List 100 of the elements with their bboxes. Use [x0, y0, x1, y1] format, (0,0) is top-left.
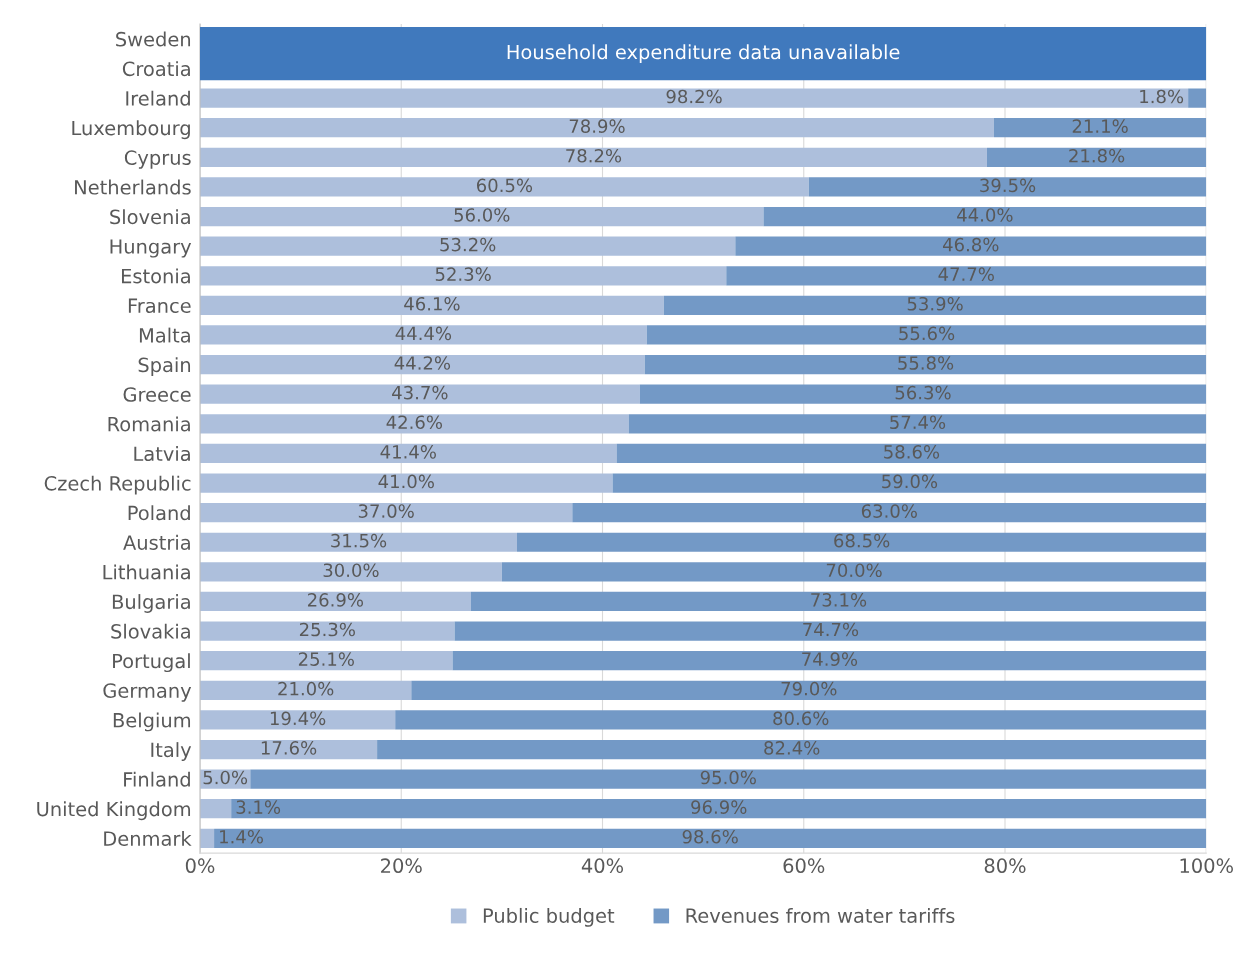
y-tick-label: Greece — [123, 387, 191, 402]
data-label: 95.0% — [700, 770, 756, 785]
bar — [200, 443, 617, 464]
y-tick-label: Cyprus — [124, 150, 191, 169]
y-tick-label: Poland — [128, 505, 190, 521]
data-label: 78.2% — [566, 148, 622, 163]
bar — [501, 562, 1207, 582]
data-label: 60.5% — [476, 178, 533, 193]
bar — [200, 266, 727, 286]
data-label: 53.2% — [440, 237, 496, 252]
bar — [735, 236, 1207, 256]
data-label: 44.4% — [395, 326, 452, 341]
x-tick-label: 0% — [185, 858, 215, 874]
bar — [200, 651, 453, 671]
data-label: 42.6% — [386, 415, 443, 430]
data-label: 98.6% — [682, 829, 738, 844]
bar — [663, 295, 1207, 315]
data-label: 21.8% — [1069, 148, 1125, 163]
x-tick-label: 40% — [581, 858, 624, 874]
bar — [200, 591, 471, 612]
bar — [470, 591, 1207, 612]
bar — [200, 799, 232, 819]
bar — [763, 206, 1207, 227]
bar — [200, 206, 764, 227]
data-label: 25.1% — [298, 652, 354, 666]
bar — [628, 414, 1207, 434]
bar — [200, 354, 645, 375]
bar — [200, 236, 736, 256]
data-label: 1.4% — [220, 829, 263, 844]
bar — [200, 88, 1189, 108]
data-label: 30.0% — [323, 563, 379, 578]
bar — [377, 739, 1207, 760]
data-label: 56.0% — [454, 208, 510, 222]
data-label: 46.1% — [404, 296, 460, 311]
bar — [200, 710, 396, 730]
bar — [200, 828, 215, 848]
data-label: 44.2% — [394, 356, 451, 370]
data-label: 43.7% — [392, 385, 448, 400]
y-tick-label: Romania — [108, 416, 190, 432]
bar — [200, 177, 809, 197]
data-label: 70.0% — [826, 563, 882, 578]
data-label: 21.0% — [278, 681, 334, 696]
data-label: 25.3% — [299, 622, 355, 637]
bar — [726, 266, 1207, 286]
bar — [200, 147, 987, 167]
data-label: 82.4% — [764, 741, 820, 755]
y-tick-label: Luxembourg — [72, 120, 190, 140]
y-tick-label: Austria — [123, 534, 190, 550]
bar — [454, 621, 1207, 641]
y-tick-label: Bulgaria — [112, 594, 190, 613]
y-tick-label: Lithuania — [103, 564, 190, 580]
bar — [1188, 88, 1207, 108]
data-label: 74.9% — [802, 652, 858, 666]
y-tick-label: France — [128, 298, 191, 314]
y-tick-label: Hungary — [110, 239, 192, 258]
y-tick-label: Belgium — [113, 712, 191, 732]
bar — [200, 414, 629, 434]
y-tick-label: Spain — [138, 357, 191, 377]
y-tick-label: Portugal — [113, 653, 190, 673]
data-label: 37.0% — [358, 504, 414, 518]
data-label: 39.5% — [980, 178, 1036, 193]
y-tick-label: Latvia — [134, 446, 190, 462]
legend-label: Revenues from water tariffs — [686, 907, 955, 923]
data-label: 52.3% — [435, 267, 491, 282]
y-tick-label: Slovakia — [111, 623, 190, 639]
bar — [646, 325, 1207, 345]
bar — [231, 799, 1207, 819]
y-tick-label: Denmark — [104, 830, 192, 846]
y-tick-label: Germany — [103, 683, 192, 702]
data-label: 56.3% — [895, 385, 951, 400]
data-label: 80.6% — [773, 711, 829, 726]
y-tick-label: Netherlands — [75, 179, 191, 195]
data-label: 98.2% — [666, 89, 722, 104]
data-label: 19.4% — [270, 711, 326, 726]
data-label: 57.4% — [890, 415, 946, 430]
bar — [572, 503, 1207, 523]
bar — [200, 739, 378, 760]
bar — [250, 769, 1207, 789]
data-label: 53.9% — [907, 296, 963, 311]
data-label: 58.6% — [884, 445, 940, 459]
data-label: 55.6% — [899, 326, 955, 341]
y-tick-label: United Kingdom — [37, 801, 191, 821]
data-label: 73.1% — [811, 593, 867, 607]
bar — [452, 651, 1207, 671]
data-label: 96.9% — [691, 800, 747, 814]
y-tick-label: Finland — [124, 771, 190, 787]
bar — [986, 147, 1207, 167]
data-label: 1.8% — [1140, 89, 1184, 104]
y-tick-label: Malta — [139, 327, 190, 343]
bar — [639, 384, 1207, 404]
y-tick-label: Estonia — [122, 268, 190, 284]
legend-label: Public budget — [483, 907, 615, 927]
bar — [411, 680, 1207, 700]
bar — [993, 118, 1207, 138]
bar — [516, 532, 1207, 552]
annotation: Household expenditure data unavailable — [507, 44, 900, 64]
y-tick-label: Croatia — [122, 61, 190, 77]
data-label: 47.7% — [938, 267, 994, 282]
data-label: 31.5% — [331, 533, 387, 548]
bar — [616, 443, 1207, 464]
